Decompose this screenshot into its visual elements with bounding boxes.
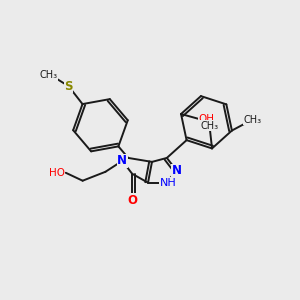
Text: N: N bbox=[172, 164, 182, 177]
Text: O: O bbox=[127, 194, 137, 207]
Text: OH: OH bbox=[199, 114, 215, 124]
Text: S: S bbox=[64, 80, 73, 93]
Text: CH₃: CH₃ bbox=[244, 115, 262, 124]
Text: N: N bbox=[117, 154, 127, 167]
Text: HO: HO bbox=[49, 168, 65, 178]
Text: CH₃: CH₃ bbox=[40, 70, 58, 80]
Text: NH: NH bbox=[160, 178, 176, 188]
Text: CH₃: CH₃ bbox=[201, 121, 219, 130]
